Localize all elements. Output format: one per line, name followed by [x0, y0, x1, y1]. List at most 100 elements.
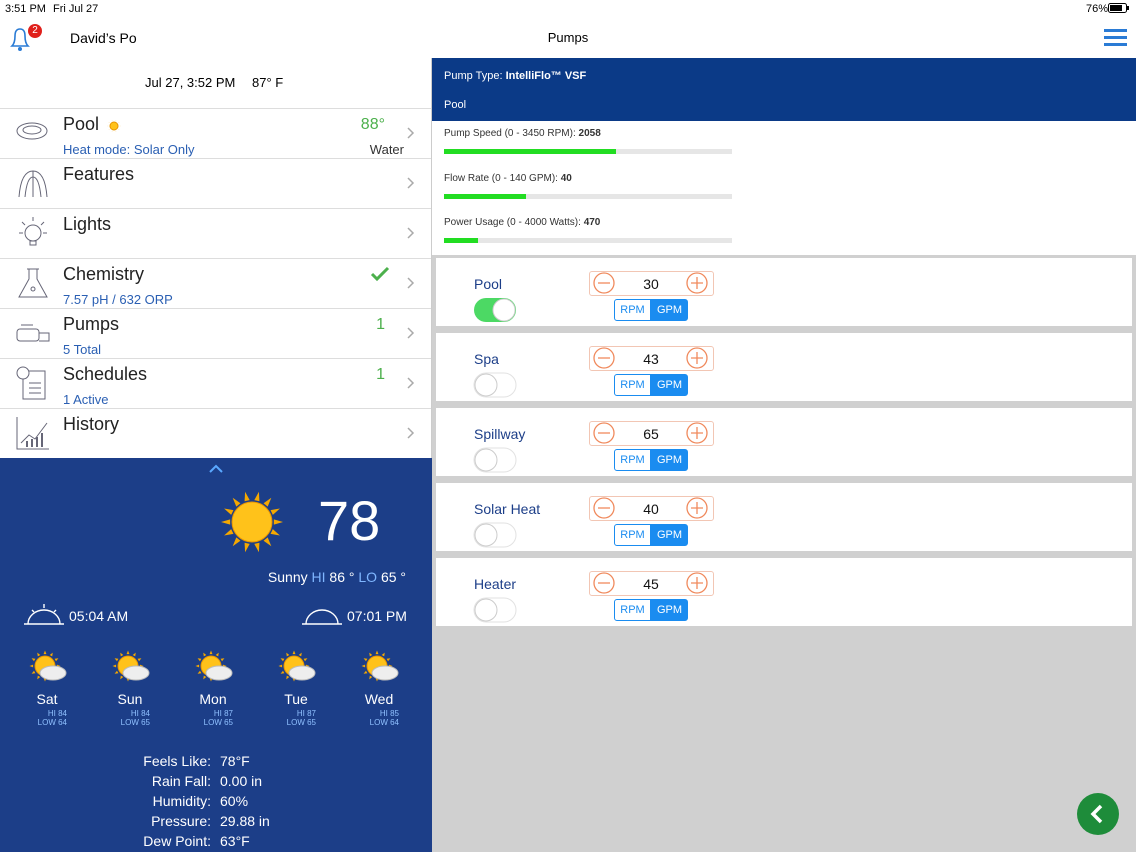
- toggle-svg: [473, 597, 517, 623]
- toggle[interactable]: [473, 447, 519, 480]
- sunset: 07:01 PM: [347, 608, 407, 624]
- current-temp: 78: [318, 489, 381, 552]
- chevron: [406, 226, 416, 245]
- detail-value: 63°F: [220, 833, 250, 849]
- chevron: [406, 376, 416, 395]
- speed-value: 65: [643, 426, 659, 442]
- plus-button[interactable]: [685, 347, 709, 376]
- menu-detail: 1 Active: [63, 392, 109, 407]
- menu-row[interactable]: [0, 258, 431, 308]
- unit-button[interactable]: GPM: [651, 449, 688, 471]
- forecast-day: Sun: [117, 691, 143, 707]
- back-button[interactable]: [1077, 793, 1119, 835]
- metric-track: [444, 238, 732, 243]
- unit-button[interactable]: RPM: [614, 524, 651, 546]
- minus-button-svg: [593, 347, 615, 369]
- lo-label: LO: [358, 569, 378, 585]
- forecast-day: Tue: [284, 691, 308, 707]
- unit-button[interactable]: RPM: [614, 449, 651, 471]
- minus-button[interactable]: [592, 347, 616, 376]
- forecast-day: Sat: [36, 691, 58, 707]
- plus-button-svg: [686, 347, 708, 369]
- unit-button[interactable]: GPM: [651, 599, 688, 621]
- metric-value: 40: [560, 172, 572, 184]
- forecast-hi: HI 87: [296, 709, 316, 718]
- minus-button[interactable]: [592, 272, 616, 301]
- menu-row[interactable]: [0, 108, 431, 158]
- menu-row[interactable]: [0, 358, 431, 408]
- forecast-hi: HI 84: [47, 709, 67, 718]
- forecast-icon-svg: [361, 650, 399, 682]
- unit-button[interactable]: RPM: [614, 299, 651, 321]
- conditions: Sunny HI 86 ° LO 65 °: [268, 569, 406, 585]
- detail-label: Dew Point:: [143, 833, 211, 849]
- speed-value: 40: [643, 501, 659, 517]
- plus-button[interactable]: [685, 572, 709, 601]
- unit-button[interactable]: GPM: [651, 524, 688, 546]
- minus-button[interactable]: [592, 497, 616, 526]
- toggle[interactable]: [473, 372, 519, 405]
- detail-value: 60%: [220, 793, 249, 809]
- metric-value: 470: [583, 217, 601, 228]
- plus-button[interactable]: [685, 497, 709, 526]
- bell-icon[interactable]: [7, 24, 47, 54]
- minus-button-svg: [593, 422, 615, 444]
- menu-icon: [15, 415, 51, 456]
- menu-button[interactable]: [1104, 28, 1128, 46]
- circuit-name: Heater: [474, 576, 517, 592]
- menu-row[interactable]: [0, 308, 431, 358]
- plus-button[interactable]: [685, 272, 709, 301]
- stepper: [589, 496, 714, 521]
- minus-button[interactable]: [592, 422, 616, 451]
- chevron-svg: [407, 427, 415, 439]
- pump-name: Pool: [444, 99, 467, 111]
- sunrise-icon: [24, 604, 64, 625]
- lo: 65 °: [380, 569, 406, 585]
- menu-icon: [15, 165, 51, 206]
- detail-value: 0.00 in: [220, 773, 263, 789]
- metric-label: Flow Rate (0 - 140 GPM): 40: [444, 173, 572, 184]
- forecast-icon-svg: [278, 650, 316, 682]
- expand-arrow[interactable]: [206, 462, 226, 474]
- menu-icon: [15, 315, 51, 356]
- menu-row[interactable]: [0, 158, 431, 208]
- toggle-svg: [474, 298, 516, 322]
- circuit-name: Solar Heat: [474, 501, 541, 517]
- toggle-svg: [473, 447, 517, 473]
- toggle[interactable]: [473, 597, 519, 630]
- site-name[interactable]: David’s Po: [70, 30, 137, 46]
- chevron: [406, 276, 416, 295]
- battery-icon: [1108, 3, 1129, 13]
- sunset-icon: [302, 609, 342, 625]
- forecast-low: LOW 64: [369, 718, 399, 727]
- metric-value: 2058: [578, 128, 601, 139]
- unit-button[interactable]: RPM: [614, 374, 651, 396]
- chevron-svg: [407, 127, 415, 139]
- metric-label: Power Usage (0 - 4000 Watts): 470: [444, 217, 600, 228]
- toggle[interactable]: [473, 297, 519, 330]
- pump-header: [432, 58, 1136, 121]
- circuit-card: [436, 333, 1132, 401]
- menu-icon-svg: [18, 268, 48, 298]
- toggle[interactable]: [473, 522, 519, 555]
- menu-row[interactable]: [0, 208, 431, 258]
- speed-value: 45: [643, 576, 659, 592]
- hi-label: HI: [311, 569, 326, 585]
- menu-value: 88°: [360, 116, 385, 133]
- unit-button[interactable]: RPM: [614, 599, 651, 621]
- chevron-svg: [407, 177, 415, 189]
- plus-button-svg: [686, 497, 708, 519]
- metrics-panel: [432, 121, 1136, 255]
- plus-button[interactable]: [685, 422, 709, 451]
- forecast-icon: [108, 646, 154, 693]
- menu-row[interactable]: [0, 408, 431, 458]
- forecast-icon: [25, 646, 71, 693]
- minus-button[interactable]: [592, 572, 616, 601]
- menu-note: Water: [369, 142, 404, 157]
- air-temp: 87° F: [252, 75, 284, 90]
- badge: 2: [32, 25, 38, 36]
- unit-button[interactable]: GPM: [651, 299, 688, 321]
- unit-button[interactable]: GPM: [651, 374, 688, 396]
- menu-label: Pumps: [63, 314, 120, 334]
- menu-detail: 7.57 pH / 632 ORP: [63, 292, 173, 307]
